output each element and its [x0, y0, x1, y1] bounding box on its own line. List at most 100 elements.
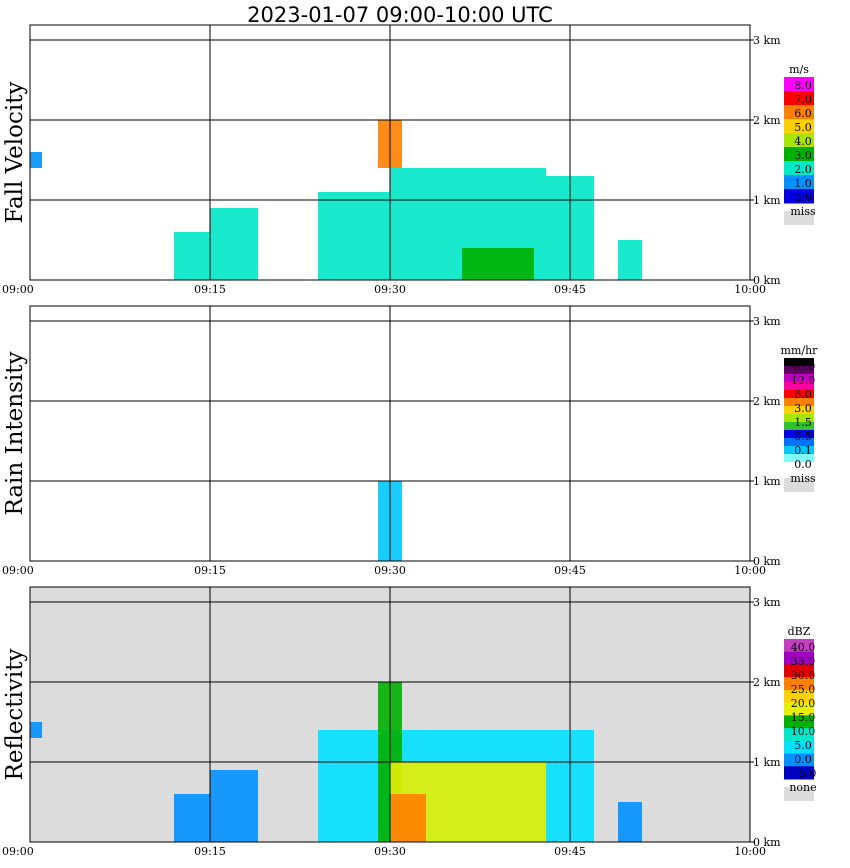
colorbar-swatch — [784, 77, 814, 92]
colorbar-label: 4.0 — [794, 135, 812, 148]
colorbar-swatch — [784, 446, 814, 455]
y-tick-label: 2 km — [753, 676, 781, 689]
colorbar-missing-label: miss — [790, 472, 816, 485]
colorbar-swatch — [784, 175, 814, 190]
x-tick-label: 09:45 — [554, 564, 586, 577]
plot-frame — [29, 305, 751, 562]
colorbar-swatch — [784, 740, 814, 755]
x-tick-label: 10:00 — [734, 845, 766, 858]
colorbar-label: 3.0 — [794, 149, 812, 162]
colorbar-swatch — [784, 366, 814, 375]
colorbar-swatch — [784, 382, 814, 391]
panel-ylabel: Reflectivity — [2, 649, 28, 781]
x-tick-label: 09:30 — [374, 845, 406, 858]
colorbar-swatch — [784, 119, 814, 134]
echo-block-3 — [210, 770, 258, 842]
colorbar-swatch — [784, 639, 814, 653]
y-tick-label: 0 km — [753, 836, 781, 849]
colorbar-swatch — [784, 689, 814, 704]
x-tick-label: 09:15 — [194, 283, 226, 296]
colorbar-swatch — [784, 454, 814, 463]
colorbar-swatch — [784, 677, 814, 691]
colorbar-label: 0.5 — [794, 430, 812, 443]
colorbar-label: 40.0 — [791, 641, 816, 654]
echo-block-8 — [618, 802, 642, 842]
x-tick-label: 09:15 — [194, 564, 226, 577]
echo-block-3 — [210, 208, 258, 280]
x-tick-label: 09:45 — [554, 845, 586, 858]
colorbar-label: 35.0 — [791, 655, 816, 668]
colorbar-swatch — [784, 651, 814, 665]
y-tick-label: 1 km — [753, 194, 781, 207]
colorbar-label: 6.0 — [794, 388, 812, 401]
colorbar-label: 25.0 — [791, 683, 816, 696]
x-tick-label: 09:00 — [2, 845, 34, 858]
echo-block-1 — [30, 722, 42, 738]
y-tick-label: 3 km — [753, 315, 781, 328]
colorbar-unit: mm/hr — [781, 344, 819, 357]
colorbar-swatch — [784, 398, 814, 407]
colorbar-label: 6.0 — [794, 107, 812, 120]
x-tick-label: 10:00 — [734, 564, 766, 577]
echo-block-2 — [174, 232, 210, 280]
colorbar-swatch — [784, 374, 814, 383]
panel-2: 09:00 09:15 09:30 09:45 10:000 km 1 km 2 km 3 k… — [2, 305, 819, 577]
colorbar-label: 1.0 — [794, 177, 812, 190]
x-tick-label: 09:00 — [2, 283, 34, 296]
colorbar-swatch — [784, 189, 814, 204]
y-tick-label: 0 km — [753, 274, 781, 287]
x-tick-label: 09:45 — [554, 283, 586, 296]
colorbar-label: 20.0 — [791, 697, 816, 710]
x-tick-label: 09:15 — [194, 845, 226, 858]
echo-block-4 — [318, 192, 390, 280]
colorbar-swatch — [784, 422, 814, 431]
colorbar-swatch — [784, 161, 814, 176]
y-tick-label: 2 km — [753, 114, 781, 127]
colorbar-swatch — [784, 766, 814, 780]
panel-1: 09:00 09:15 09:30 09:45 10:000 km 1 km 2 km 3 k… — [2, 24, 816, 296]
echo-block-8 — [618, 521, 642, 561]
colorbar-label: 15.0 — [791, 711, 816, 724]
colorbar-swatch — [784, 105, 814, 120]
colorbar-swatch — [784, 664, 814, 678]
colorbar-label: 0.0 — [794, 458, 812, 471]
colorbar-label: 30.0 — [791, 669, 816, 682]
echo-block-7 — [462, 248, 534, 280]
echo-block-3 — [210, 489, 258, 561]
colorbar-label: 48.0 — [791, 360, 816, 373]
colorbar-label: 8.0 — [794, 79, 812, 92]
echo-block-1 — [30, 152, 42, 168]
colorbar-label: 5.0 — [794, 121, 812, 134]
y-tick-label: 2 km — [753, 395, 781, 408]
colorbar-label: 0.0 — [794, 191, 812, 204]
colorbar-swatch — [784, 91, 814, 106]
colorbar-swatch — [784, 390, 814, 399]
echo-block-2 — [174, 513, 210, 561]
colorbar-swatch — [784, 358, 814, 367]
panel-ylabel: Fall Velocity — [2, 82, 28, 224]
y-tick-label: 3 km — [753, 596, 781, 609]
colorbar-label: 12.0 — [791, 374, 816, 387]
y-tick-label: 3 km — [753, 34, 781, 47]
colorbar-swatch — [784, 147, 814, 162]
plot-frame — [29, 24, 751, 281]
colorbar-label: 1.5 — [794, 416, 812, 429]
echo-block-6 — [438, 505, 534, 561]
colorbar-missing-swatch — [784, 211, 814, 225]
echo-block-9 — [618, 240, 642, 280]
colorbar-swatch — [784, 753, 814, 767]
figure-title: 2023-01-07 09:00-10:00 UTC — [247, 3, 553, 27]
colorbar-unit: dBZ — [788, 625, 811, 638]
colorbar-label: 0.0 — [794, 753, 812, 766]
colorbar-unit: m/s — [789, 63, 809, 76]
colorbar-swatch — [784, 702, 814, 716]
colorbar-swatch — [784, 715, 814, 729]
colorbar-swatch — [784, 728, 814, 742]
colorbar-swatch — [784, 406, 814, 415]
colorbar-label: 2.0 — [794, 163, 812, 176]
y-tick-label: 1 km — [753, 756, 781, 769]
y-tick-label: 0 km — [753, 555, 781, 568]
colorbar-swatch — [784, 438, 814, 447]
colorbar-missing-swatch — [784, 787, 814, 801]
